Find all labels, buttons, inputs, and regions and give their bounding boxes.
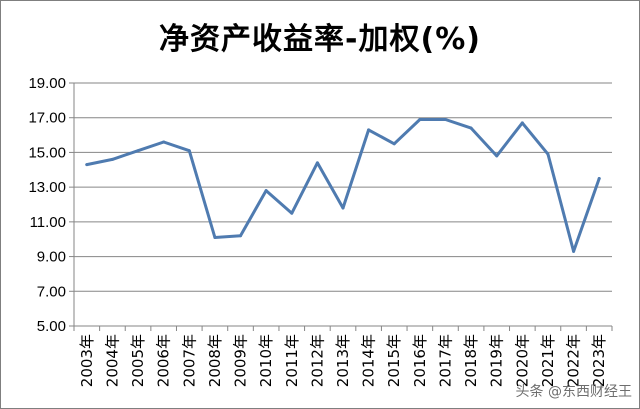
x-tick-label: 2011年 (283, 334, 301, 387)
data-point (213, 235, 217, 239)
x-tick-label: 2022年 (565, 334, 583, 387)
x-tick-label: 2008年 (206, 334, 224, 387)
x-tick-label: 2005年 (129, 334, 147, 387)
data-point (239, 234, 243, 238)
y-tick-label: 5.00 (37, 318, 66, 335)
data-point (418, 117, 422, 121)
x-tick-label: 2023年 (590, 334, 608, 387)
x-tick-label: 2018年 (462, 334, 480, 387)
series-line (85, 118, 601, 253)
y-tick-label: 19.00 (28, 75, 66, 92)
x-tick-labels: 2003年 2004年 2005年 2006年 2007年 2008年 2009年 2010年… (78, 334, 608, 387)
y-tick-labels: 5.00 7.00 9.00 11.00 13.00 15.00 17.00 19.00 (28, 75, 66, 335)
data-point (495, 154, 499, 158)
data-point (520, 121, 524, 125)
y-tick-label: 15.00 (28, 144, 66, 161)
x-tick-label: 2003年 (78, 334, 96, 387)
data-point (187, 149, 191, 153)
y-tick-label: 7.00 (37, 283, 66, 300)
data-point (162, 140, 166, 144)
y-tick-label: 11.00 (30, 214, 66, 231)
series-group (85, 117, 601, 253)
y-tick-label: 17.00 (28, 110, 66, 127)
x-tick-label: 2012年 (308, 334, 326, 387)
data-point (341, 206, 345, 210)
y-tick-label: 13.00 (28, 179, 66, 196)
data-point (85, 163, 89, 167)
chart-title: 净资产收益率-加权(%) (159, 22, 481, 57)
axes (69, 82, 613, 331)
x-tick-label: 2015年 (385, 334, 403, 387)
x-tick-label: 2017年 (436, 334, 454, 387)
x-tick-label: 2013年 (334, 334, 352, 387)
data-point (136, 149, 140, 153)
data-point (469, 126, 473, 130)
x-tick-label: 2014年 (360, 334, 378, 387)
data-point (110, 157, 114, 161)
data-point (315, 161, 319, 165)
data-point (392, 142, 396, 146)
x-tick-label: 2020年 (513, 334, 531, 387)
data-point (597, 176, 601, 180)
x-tick-label: 2019年 (488, 334, 506, 387)
x-tick-label: 2016年 (411, 334, 429, 387)
data-point (290, 211, 294, 215)
watermark: 头条 @东西财经王 (515, 384, 632, 400)
x-tick-label: 2010年 (257, 334, 275, 387)
data-point (443, 117, 447, 121)
x-tick-label: 2006年 (155, 334, 173, 387)
x-tick-label: 2009年 (232, 334, 250, 387)
data-point (546, 152, 550, 156)
data-point (367, 128, 371, 132)
data-point (572, 249, 576, 253)
gridlines (74, 82, 612, 292)
x-tick-label: 2021年 (539, 334, 557, 387)
y-tick-label: 9.00 (37, 249, 66, 266)
x-tick-label: 2007年 (180, 334, 198, 387)
data-point (264, 189, 268, 193)
x-tick-label: 2004年 (103, 334, 121, 387)
